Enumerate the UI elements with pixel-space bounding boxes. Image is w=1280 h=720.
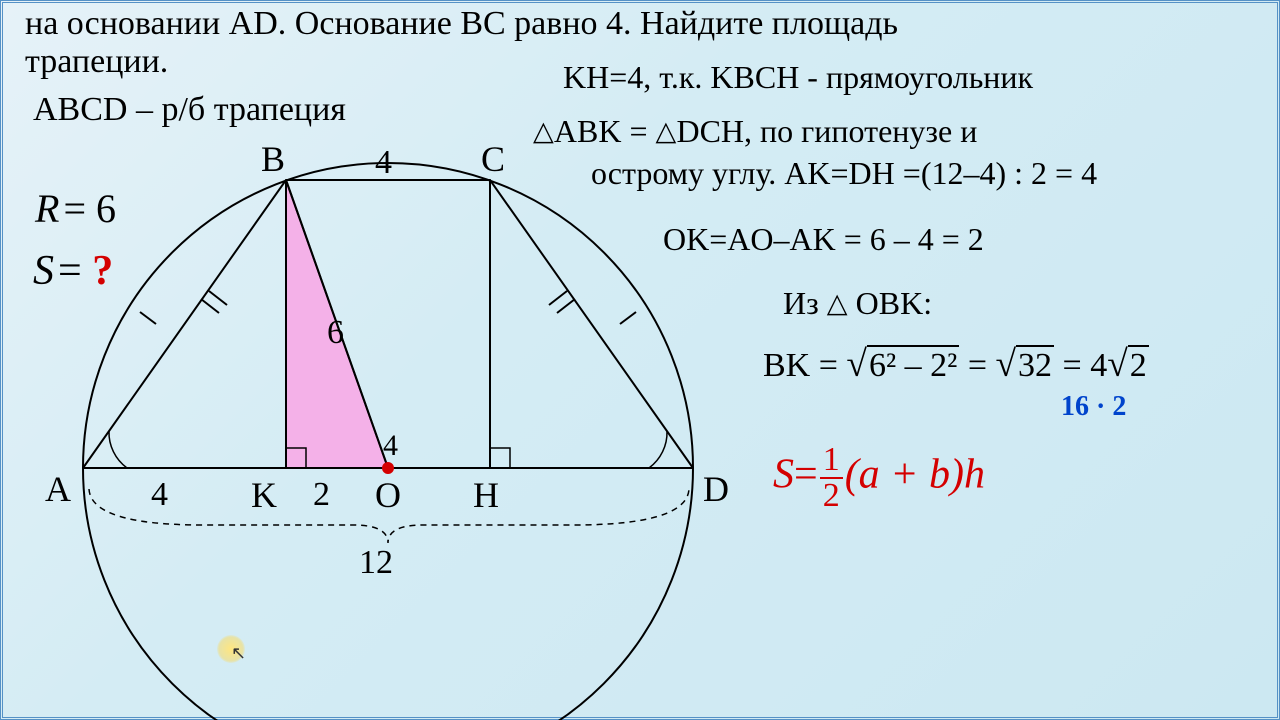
center-O: [382, 462, 394, 474]
label-BC-4: 4: [375, 144, 392, 181]
tick-AB-2b: [209, 291, 227, 305]
angle-D: [649, 431, 667, 468]
tick-CD-1: [620, 312, 636, 324]
trapezoid: [83, 180, 693, 468]
tick-AB-1: [140, 312, 156, 324]
label-B: B: [261, 139, 285, 179]
label-O: O: [375, 475, 401, 515]
diagram: A D B C K H O 4 6 4 2 4 12: [3, 3, 1280, 720]
label-angle-4: 4: [383, 429, 398, 462]
label-C: C: [481, 139, 505, 179]
tick-CD-2: [557, 299, 575, 313]
label-H: H: [473, 475, 499, 515]
label-K: K: [251, 475, 277, 515]
label-A: A: [45, 469, 71, 509]
label-KO-2: 2: [313, 476, 330, 513]
label-D: D: [703, 469, 729, 509]
angle-A: [109, 431, 127, 468]
label-AK-4: 4: [151, 476, 168, 513]
label-AD-12: 12: [359, 544, 393, 581]
tick-AB-2: [201, 299, 219, 313]
tick-CD-2b: [549, 291, 567, 305]
cursor-icon: ↖: [231, 643, 246, 664]
right-angle-H: [490, 448, 510, 468]
label-OB-6: 6: [327, 314, 344, 351]
